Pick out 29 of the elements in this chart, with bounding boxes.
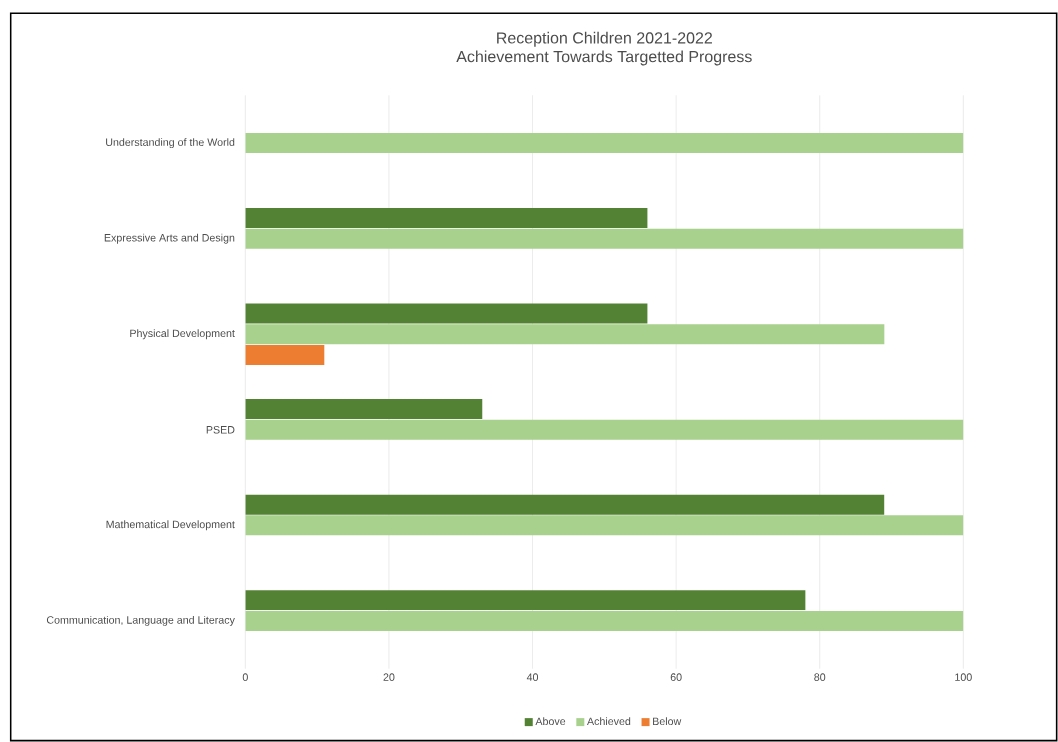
- y-tick-label: Expressive Arts and Design: [104, 233, 235, 244]
- bar: [245, 419, 964, 440]
- y-tick-label: PSED: [206, 426, 235, 434]
- x-tick-label: 100: [955, 673, 972, 681]
- x-tick-label: 20: [383, 673, 395, 681]
- bar: [245, 133, 964, 154]
- chart-subtitle: Achievement Towards Targetted Progress: [456, 50, 752, 66]
- bar: [245, 399, 483, 420]
- x-tick-label: 40: [526, 673, 539, 681]
- y-tick-label: Understanding of the World: [106, 138, 235, 149]
- bar: [245, 494, 885, 515]
- chart-title: Reception Children 2021-2022: [497, 31, 712, 47]
- y-tick-label: Physical Development: [130, 329, 235, 340]
- bar: [245, 228, 964, 249]
- legend-label: Achieved: [587, 717, 631, 726]
- bar: [245, 344, 325, 365]
- legend-label: Above: [535, 717, 566, 726]
- bar: [245, 324, 885, 345]
- y-tick-label: Mathematical Development: [106, 520, 235, 531]
- bar: [245, 303, 648, 324]
- bar: [245, 515, 964, 536]
- x-tick-label: 0: [242, 673, 248, 681]
- x-tick-label: 80: [814, 673, 826, 681]
- legend-label: Below: [653, 717, 682, 726]
- bar: [245, 610, 964, 631]
- y-tick-label: Communication, Language and Literacy: [46, 615, 235, 626]
- bar: [245, 208, 648, 228]
- x-tick-label: 60: [670, 673, 682, 681]
- bar: [245, 590, 806, 611]
